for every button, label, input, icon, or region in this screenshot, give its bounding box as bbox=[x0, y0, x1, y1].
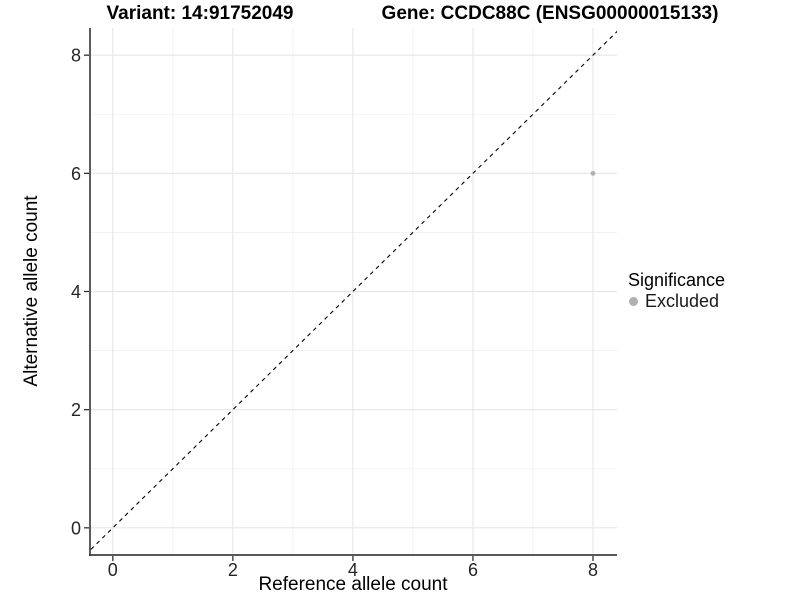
y-tick-label: 2 bbox=[71, 400, 81, 420]
gridlines-layer bbox=[90, 28, 617, 555]
y-axis-title: Alternative allele count bbox=[21, 195, 42, 387]
legend-item-excluded: Excluded bbox=[629, 292, 725, 311]
x-tick-label: 2 bbox=[228, 560, 238, 580]
y-tick-label: 0 bbox=[71, 518, 81, 538]
data-point bbox=[590, 170, 596, 176]
marks-layer bbox=[90, 30, 617, 552]
x-tick-label: 6 bbox=[468, 560, 478, 580]
x-axis-title: Reference allele count bbox=[258, 574, 448, 595]
y-tick-label: 6 bbox=[71, 164, 81, 184]
legend-dot-excluded bbox=[629, 297, 638, 306]
legend-item-label: Excluded bbox=[645, 291, 720, 311]
x-tick-label: 0 bbox=[108, 560, 118, 580]
x-tick-label: 4 bbox=[348, 560, 358, 580]
gene-title: Gene: CCDC88C (ENSG00000015133) bbox=[382, 3, 719, 24]
legend: Significance Excluded bbox=[628, 271, 725, 311]
identity-dashed-line bbox=[90, 30, 617, 552]
y-tick-label: 4 bbox=[71, 282, 81, 302]
x-tick-label: 8 bbox=[588, 560, 598, 580]
y-tick-label: 8 bbox=[71, 46, 81, 66]
variant-title: Variant: 14:91752049 bbox=[107, 3, 294, 24]
axes-layer: 0 2 4 6 8 0 2 4 6 8 bbox=[71, 28, 617, 580]
legend-title: Significance bbox=[628, 270, 726, 290]
